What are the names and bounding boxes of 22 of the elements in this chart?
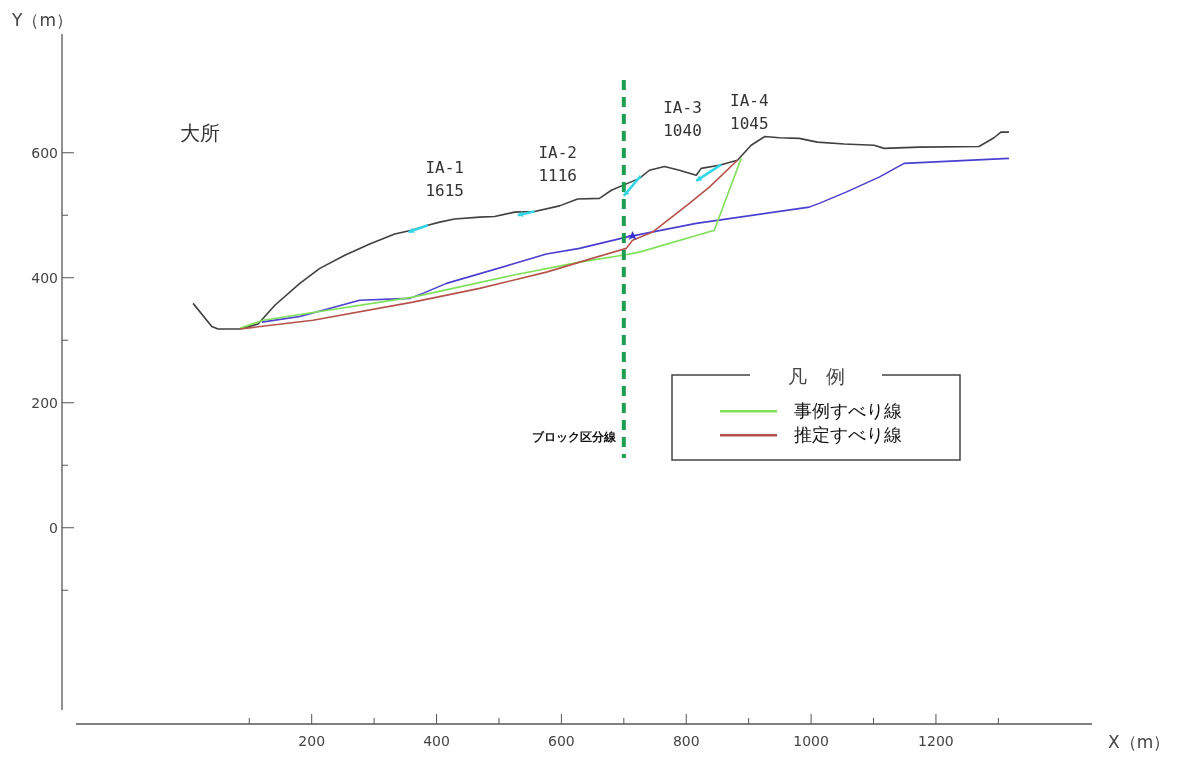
ref-line-label: ブロック区分線: [531, 430, 617, 444]
x-tick-label: 200: [298, 733, 326, 749]
x-tick-label: 400: [423, 733, 450, 749]
x-tick-label: 600: [548, 733, 575, 749]
line-series: [260, 157, 1010, 323]
annotation: IA-3 1040: [663, 98, 702, 141]
annotation: IA-1 1615: [425, 157, 464, 200]
x-tick-label: 1200: [918, 733, 954, 749]
y-axis-title: Y（m）: [11, 10, 73, 30]
legend-label: 事例すべり線: [794, 400, 902, 421]
y-tick-label: 400: [31, 269, 58, 286]
legend-label: 推定すべり線: [794, 424, 902, 445]
y-tick-label: 200: [31, 394, 58, 411]
x-axis-title: X（m）: [1108, 732, 1171, 752]
legend-title: 凡 例: [787, 365, 845, 387]
x-tick-label: 800: [672, 733, 700, 749]
annotation: IA-2 1116: [538, 143, 577, 186]
y-tick-label: 600: [31, 144, 58, 161]
x-tick-label: 1000: [793, 733, 829, 749]
annotation: IA-4 1045: [730, 91, 769, 134]
y-tick-label: 0: [49, 519, 58, 536]
annotation: 大所: [180, 121, 220, 145]
